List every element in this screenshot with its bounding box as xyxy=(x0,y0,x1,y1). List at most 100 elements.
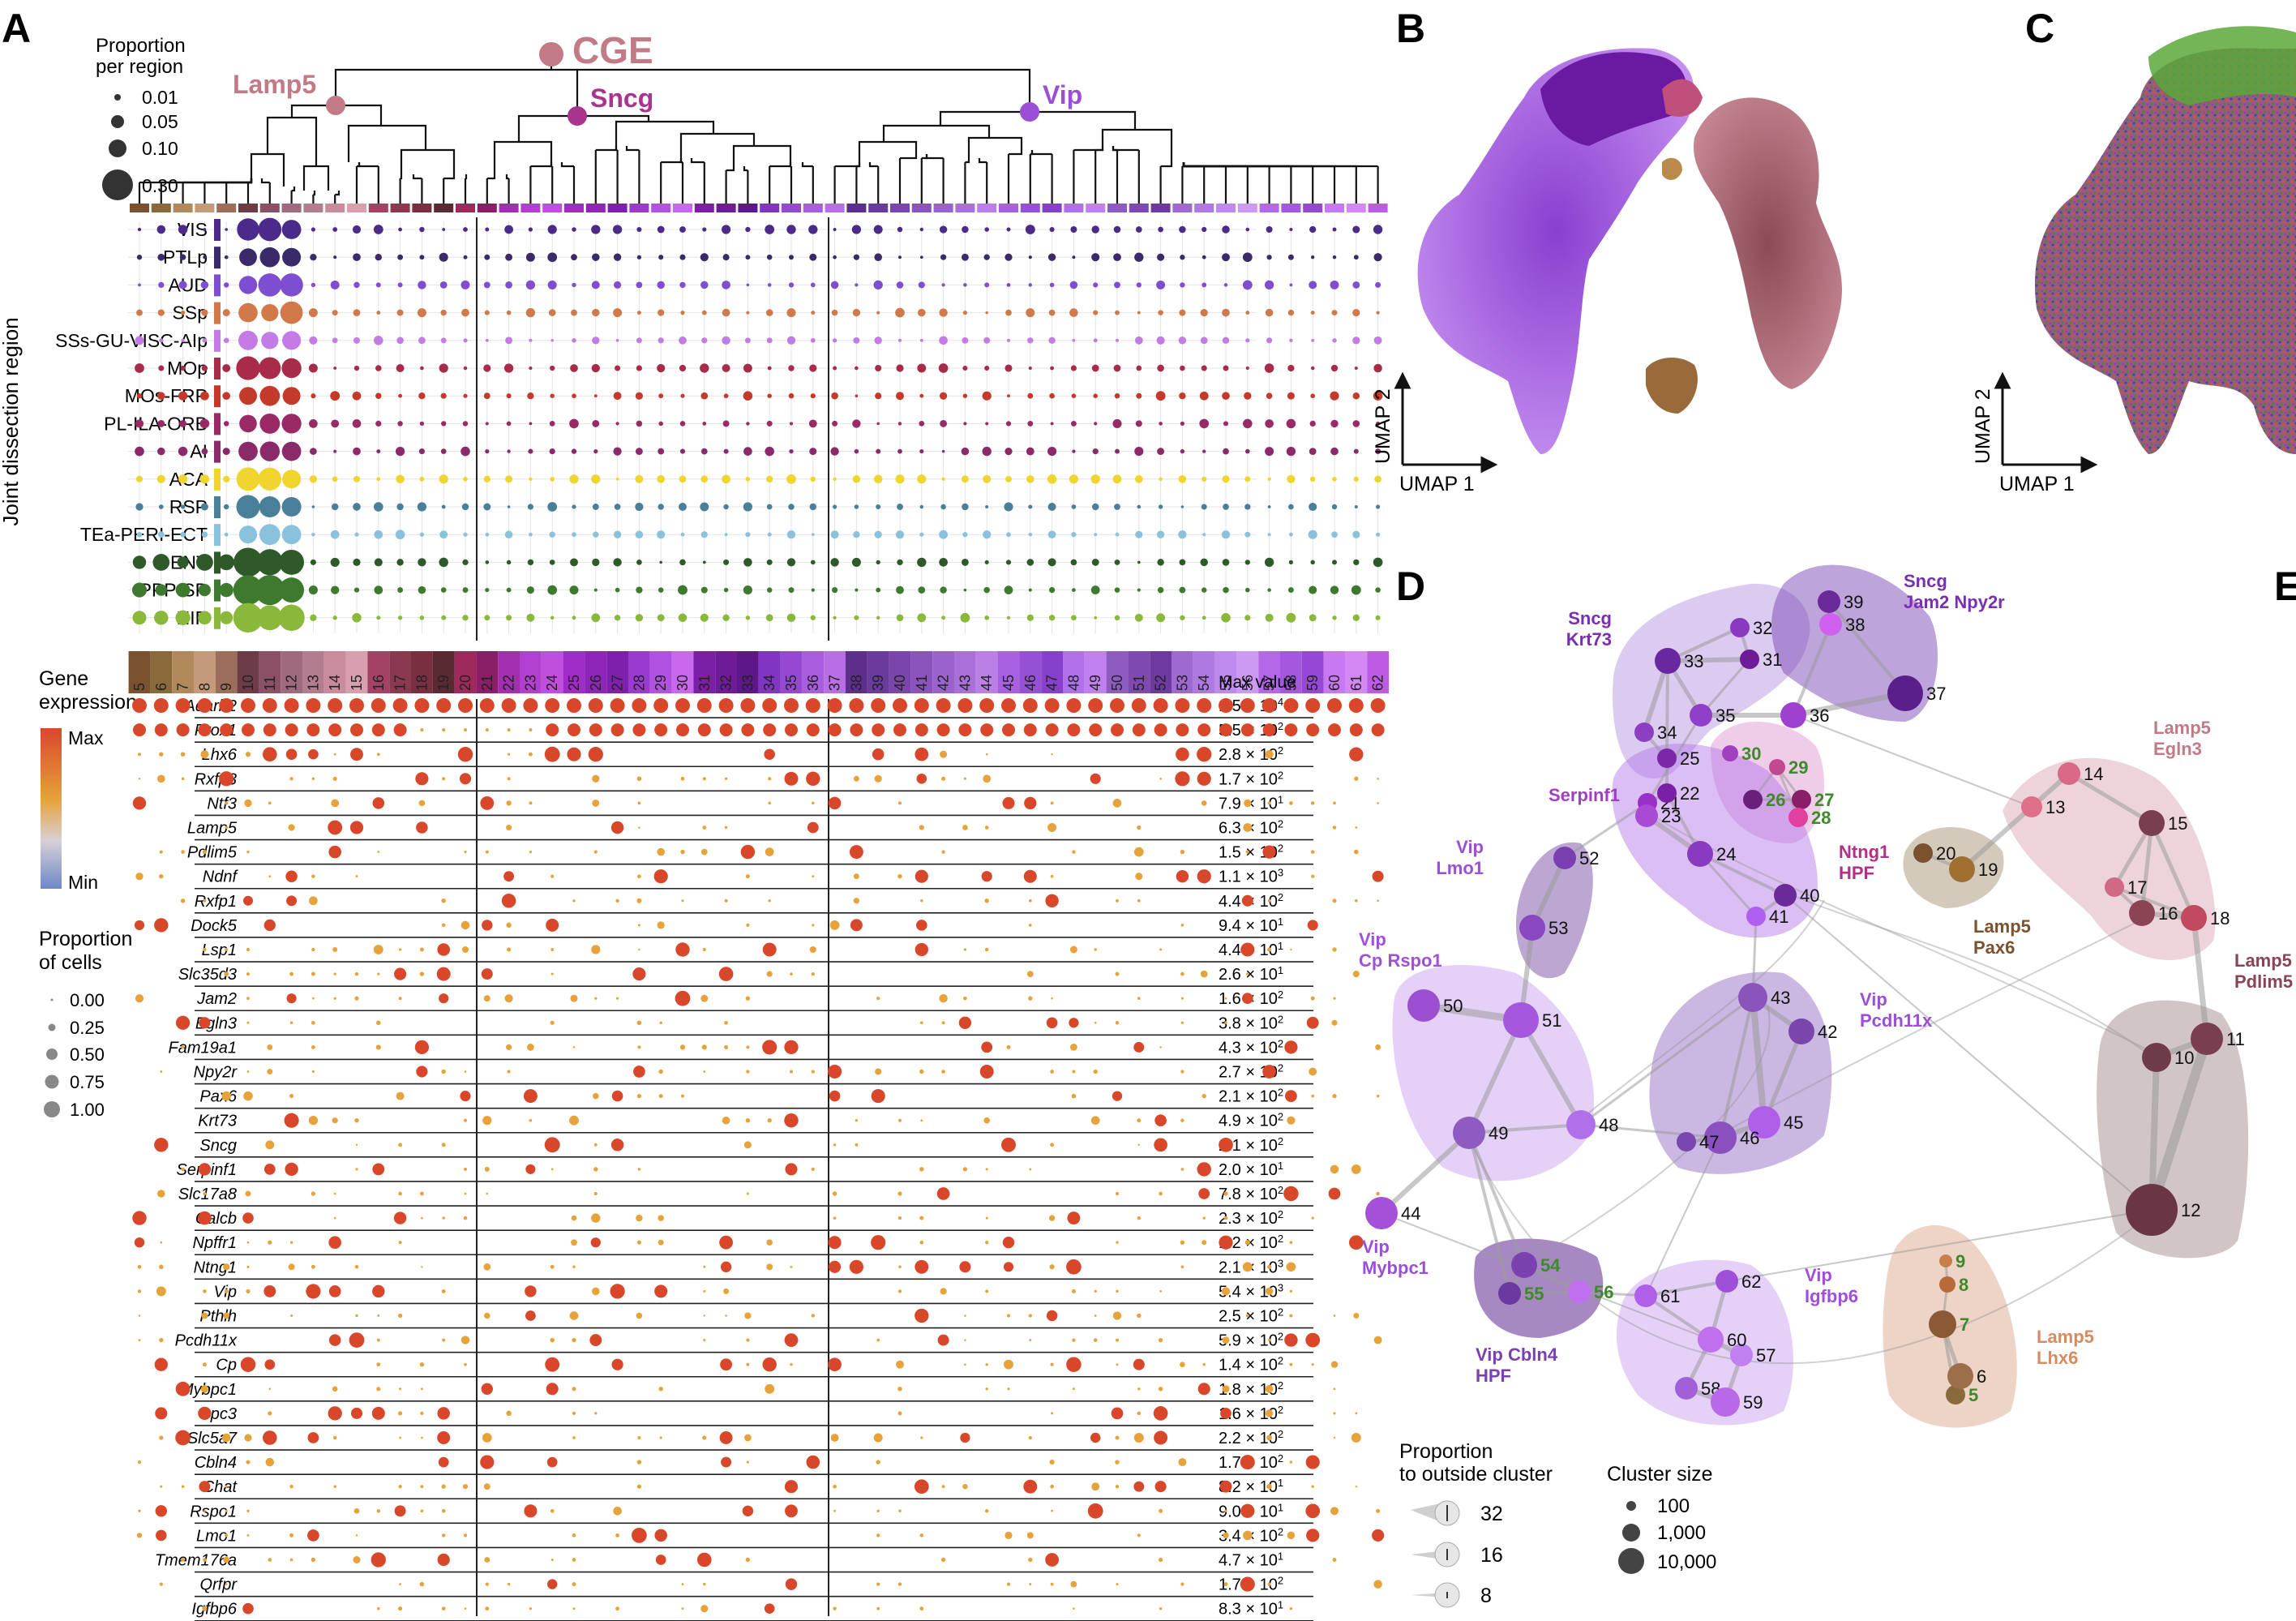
dendrogram-leaf xyxy=(1094,146,1104,204)
region-dot xyxy=(420,366,424,371)
region-dot xyxy=(259,495,281,518)
region-dot xyxy=(876,448,881,454)
region-dot xyxy=(1353,476,1359,482)
gene-dot xyxy=(416,1066,428,1078)
cluster-number: 42 xyxy=(936,675,952,691)
dendrogram-leaf xyxy=(260,178,271,204)
region-dot xyxy=(1180,505,1184,508)
group-label: Lhx6 xyxy=(2037,1348,2078,1368)
region-dot xyxy=(853,254,860,260)
gene-dot xyxy=(175,698,191,713)
region-dot xyxy=(547,585,558,595)
leaf-color xyxy=(281,204,302,212)
gene-dot xyxy=(1023,723,1037,737)
region-dot xyxy=(1309,502,1317,512)
region-dot xyxy=(419,421,425,427)
region-dot xyxy=(330,530,340,539)
node-label: 57 xyxy=(1756,1345,1776,1366)
gene-dot xyxy=(1332,947,1337,952)
region-dot xyxy=(550,393,555,398)
cell-proportion-legend: Proportion of cells 0.00 0.25 0.50 0.75 … xyxy=(39,928,132,1120)
region-dot xyxy=(786,558,796,567)
region-dot xyxy=(833,255,837,259)
region-dot xyxy=(658,337,664,344)
gene-dot xyxy=(589,723,602,737)
region-dot xyxy=(236,467,260,491)
region-dot xyxy=(746,422,750,426)
gene-dot xyxy=(398,1485,402,1489)
gene-dot xyxy=(849,845,863,860)
region-dot xyxy=(962,365,968,371)
gene-dot xyxy=(399,1436,402,1439)
gene-dot xyxy=(436,967,451,981)
gene-dot xyxy=(437,1407,450,1420)
region-dot xyxy=(897,226,903,233)
region-dot xyxy=(175,610,191,625)
max-value-exponent: 2 xyxy=(1278,1525,1283,1537)
gene-dot xyxy=(768,801,772,805)
gene-dot xyxy=(240,1357,256,1372)
region-dot xyxy=(831,309,838,316)
gene-dot xyxy=(915,1308,929,1323)
region-dot xyxy=(700,253,709,262)
gene-dot xyxy=(1311,1485,1314,1488)
gene-dot xyxy=(224,1289,229,1293)
cluster-header-cell xyxy=(585,651,607,693)
gene-dot xyxy=(746,1338,750,1342)
gene-dot xyxy=(332,1117,338,1124)
gene-dot xyxy=(571,1239,577,1246)
region-dot xyxy=(396,337,404,345)
node-label: 27 xyxy=(1814,790,1834,810)
region-dot xyxy=(1309,614,1317,622)
gene-dot xyxy=(876,1606,880,1610)
leaf-color xyxy=(1194,204,1214,212)
region-dot xyxy=(417,308,426,318)
gene-dot xyxy=(572,1533,576,1537)
region-dot xyxy=(941,449,945,453)
gene-dot xyxy=(289,1485,293,1489)
region-dot xyxy=(439,252,448,262)
network-edge xyxy=(1790,690,1908,718)
region-dot xyxy=(1156,613,1166,623)
gene-dot xyxy=(1246,972,1249,976)
gene-dot xyxy=(1050,1143,1055,1147)
gene-dot xyxy=(350,748,363,761)
region-dot xyxy=(154,611,169,625)
gene-dot xyxy=(525,1285,537,1297)
cluster-header-cell xyxy=(367,651,390,693)
region-dot xyxy=(854,504,859,509)
gene-dot xyxy=(636,898,642,903)
dendrogram-leaf xyxy=(550,162,554,204)
gene-dot xyxy=(897,1411,902,1416)
gene-dot xyxy=(355,1168,358,1171)
gene-dot xyxy=(333,1485,336,1488)
gene-dot xyxy=(353,1555,361,1564)
region-dot xyxy=(1071,393,1077,399)
region-dot xyxy=(225,228,228,231)
gene-dot xyxy=(1221,1287,1231,1296)
gene-dot xyxy=(1180,1021,1184,1024)
max-value-exponent: 3 xyxy=(1278,1257,1283,1269)
gene-dot xyxy=(1180,1168,1184,1171)
gene-dot xyxy=(1024,796,1037,810)
gene-dot xyxy=(546,1383,559,1396)
region-dot xyxy=(203,228,207,231)
gene-dot xyxy=(1266,1483,1272,1490)
gene-dot xyxy=(527,1044,534,1051)
network-node xyxy=(1738,983,1767,1012)
gene-dot xyxy=(289,777,293,781)
gene-dot xyxy=(985,753,988,756)
gene-dot xyxy=(1045,1553,1059,1567)
region-dot xyxy=(1004,253,1013,261)
gene-dot xyxy=(482,1433,492,1443)
gene-dot xyxy=(898,1265,902,1269)
region-dot xyxy=(485,422,489,426)
region-dot xyxy=(525,252,535,262)
gene-label: Lhx6 xyxy=(202,746,238,764)
region-dot xyxy=(1094,422,1098,426)
region-dot xyxy=(659,560,662,564)
region-dot xyxy=(593,531,599,538)
gene-dot xyxy=(153,698,169,713)
gene-dot xyxy=(1049,1264,1055,1270)
